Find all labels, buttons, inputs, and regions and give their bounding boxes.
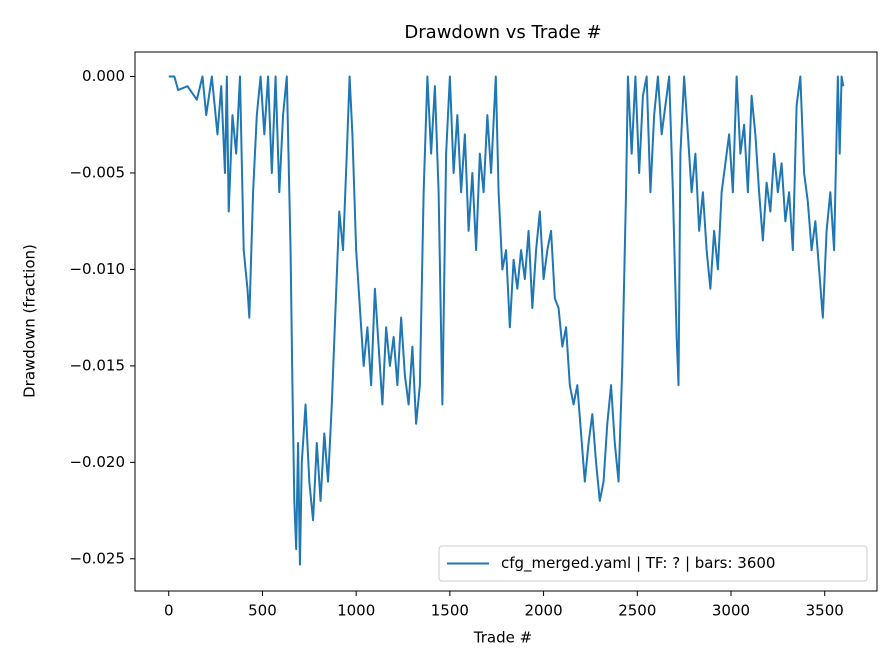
y-tick-label: −0.020 [69, 453, 125, 471]
chart-title: Drawdown vs Trade # [404, 22, 601, 43]
x-tick-label: 2000 [524, 602, 562, 620]
y-tick-label: −0.025 [69, 549, 125, 567]
legend-box [438, 545, 868, 582]
legend-label: cfg_merged.yaml | TF: ? | bars: 3600 [501, 554, 775, 573]
x-tick-label: 0 [164, 602, 174, 620]
y-axis-label: Drawdown (fraction) [21, 244, 39, 398]
y-tick-label: −0.015 [69, 356, 125, 374]
plot-frame [134, 51, 878, 592]
data-line [168, 75, 845, 566]
x-tick-label: 3500 [806, 602, 844, 620]
y-tick-label: 0.000 [82, 67, 125, 85]
x-tick-label: 500 [248, 602, 277, 620]
x-axis-label: Trade # [473, 629, 532, 647]
x-tick-label: 1000 [337, 602, 375, 620]
y-tick-label: −0.005 [69, 163, 125, 181]
x-tick-label: 2500 [618, 602, 656, 620]
x-tick-label: 1500 [431, 602, 469, 620]
y-tick-label: −0.010 [69, 260, 125, 278]
x-tick-label: 3000 [712, 602, 750, 620]
